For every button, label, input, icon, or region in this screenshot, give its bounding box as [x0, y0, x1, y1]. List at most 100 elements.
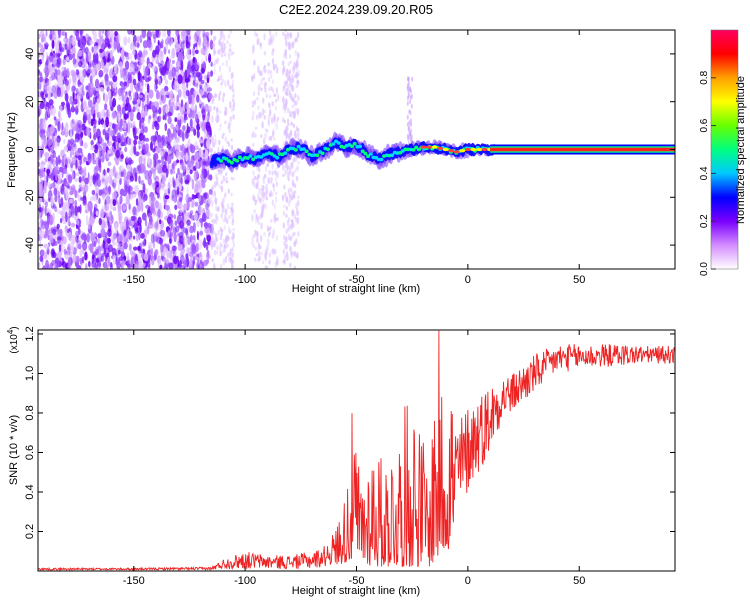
- ridge-peak: [470, 147, 477, 152]
- noise-speckle: [70, 204, 75, 215]
- noise-speckle: [171, 60, 175, 64]
- faint-speckle: [213, 262, 216, 269]
- faint-speckle: [256, 97, 259, 101]
- noise-speckle: [177, 167, 180, 175]
- ridge-highlight: [368, 152, 373, 156]
- noise-speckle: [161, 175, 166, 185]
- noise-speckle: [200, 79, 205, 85]
- faint-speckle: [267, 62, 270, 67]
- noise-speckle: [200, 67, 205, 74]
- colorbar: 0.0 0.2 0.4 0.6 0.8 Normalized spectral ampl…: [699, 29, 747, 276]
- noise-speckle: [169, 250, 172, 260]
- noise-speckle: [119, 195, 123, 205]
- noise-speckle: [132, 100, 138, 105]
- noise-speckle: [79, 69, 84, 81]
- noise-speckle: [144, 169, 150, 181]
- faint-speckle: [276, 171, 280, 179]
- noise-speckle: [68, 186, 73, 191]
- faint-speckle: [297, 195, 300, 200]
- noise-speckle: [179, 106, 184, 115]
- faint-speckle: [257, 90, 260, 96]
- noise-speckle: [155, 54, 160, 63]
- faint-speckle: [289, 130, 292, 138]
- noise-speckle: [57, 75, 63, 86]
- noise-speckle: [76, 239, 82, 249]
- noise-speckle: [101, 149, 105, 157]
- ridge-highlight: [275, 155, 280, 160]
- noise-speckle: [65, 211, 68, 223]
- faint-speckle: [265, 190, 268, 198]
- noise-speckle: [185, 228, 188, 236]
- noise-speckle: [76, 172, 80, 177]
- noise-speckle: [46, 137, 52, 148]
- noise-speckle: [126, 174, 131, 179]
- noise-speckle: [205, 208, 211, 218]
- noise-speckle: [176, 144, 181, 150]
- faint-speckle: [276, 216, 280, 221]
- noise-speckle: [196, 219, 200, 227]
- noise-speckle: [186, 63, 192, 75]
- noise-speckle: [203, 74, 206, 83]
- noise-speckle: [91, 153, 94, 165]
- noise-speckle: [51, 39, 55, 49]
- faint-speckle: [222, 258, 225, 266]
- faint-speckle: [273, 93, 276, 97]
- faint-speckle: [229, 43, 232, 48]
- spike-speckle: [408, 109, 411, 115]
- noise-speckle: [124, 94, 128, 100]
- noise-speckle: [100, 189, 104, 194]
- noise-speckle: [138, 232, 141, 241]
- noise-speckle: [205, 56, 208, 62]
- faint-speckle: [216, 56, 220, 63]
- noise-speckle: [44, 180, 48, 189]
- noise-speckle: [132, 106, 136, 113]
- faint-speckle: [262, 66, 266, 72]
- noise-speckle: [138, 175, 141, 184]
- ridge-peak: [442, 147, 449, 152]
- faint-speckle: [257, 193, 260, 201]
- noise-speckle: [57, 154, 61, 166]
- faint-speckle: [290, 83, 293, 90]
- noise-speckle: [171, 245, 177, 251]
- noise-speckle: [198, 149, 203, 157]
- noise-speckle: [188, 36, 191, 41]
- noise-speckle: [54, 166, 57, 175]
- noise-speckle: [122, 99, 126, 107]
- faint-speckle: [226, 252, 230, 258]
- ridge-highlight: [363, 151, 368, 156]
- faint-speckle: [224, 53, 227, 57]
- noise-speckle: [89, 75, 93, 84]
- noise-speckle: [143, 253, 149, 262]
- noise-speckle: [198, 192, 201, 203]
- noise-speckle: [118, 256, 124, 261]
- noise-speckle: [81, 140, 84, 147]
- y-tick-label: 20: [24, 96, 36, 108]
- faint-speckle: [253, 209, 256, 214]
- noise-speckle: [160, 150, 164, 158]
- noise-speckle: [195, 242, 199, 252]
- noise-speckle: [59, 166, 63, 173]
- noise-speckle: [60, 149, 65, 158]
- faint-speckle: [284, 49, 287, 57]
- spike-speckle: [406, 101, 409, 106]
- faint-speckle: [225, 172, 228, 177]
- faint-speckle: [251, 100, 255, 105]
- faint-speckle: [268, 226, 272, 231]
- faint-speckle: [297, 95, 300, 102]
- noise-speckle: [44, 93, 48, 98]
- spike-speckle: [409, 94, 412, 100]
- noise-speckle: [202, 198, 207, 204]
- noise-speckle: [140, 109, 144, 118]
- noise-speckle: [174, 260, 179, 269]
- noise-speckle: [195, 161, 198, 169]
- noise-speckle: [135, 86, 138, 94]
- noise-speckle: [104, 258, 107, 268]
- noise-speckle: [139, 223, 142, 234]
- noise-speckle: [100, 39, 105, 50]
- noise-speckle: [38, 142, 41, 147]
- noise-speckle: [130, 256, 135, 267]
- noise-speckle: [41, 122, 47, 130]
- ridge-peak: [481, 147, 488, 152]
- noise-speckle: [192, 155, 195, 162]
- noise-speckle: [177, 186, 180, 196]
